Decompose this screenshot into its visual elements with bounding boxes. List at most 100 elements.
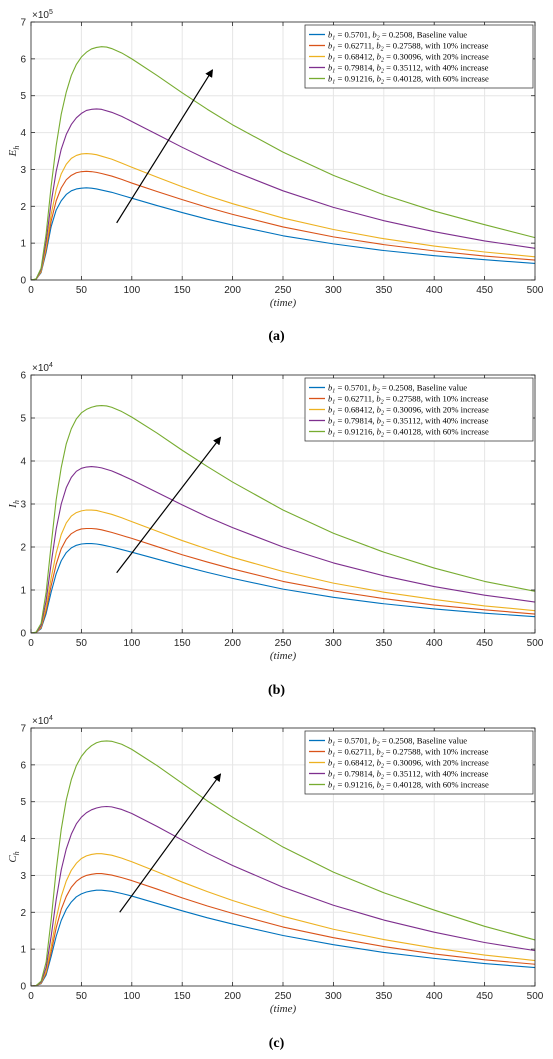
series-line-1 (30, 170, 536, 281)
y-tick-label: 6 (20, 371, 26, 382)
y-axis-label: Eh (7, 146, 21, 158)
x-tick-label: 250 (275, 638, 292, 649)
series-line-1 (30, 527, 536, 634)
legend-entry-0: b1 = 0.5701, b2 = 0.2508, Baseline value (328, 736, 467, 748)
y-axis-label-main: E (7, 149, 19, 157)
increase-arrow (116, 436, 222, 574)
legend-entry-3: b1 = 0.79814, b2 = 0.35112, with 40% inc… (328, 769, 489, 781)
x-axis-label: (time) (270, 1003, 297, 1015)
y-exponent-power: 4 (49, 362, 53, 369)
y-axis-label: Ih (7, 500, 21, 509)
x-tick-label: 350 (375, 991, 392, 1002)
x-tick-label: 150 (174, 285, 191, 296)
y-tick-label: 7 (20, 18, 26, 29)
x-tick-label: 300 (325, 991, 342, 1002)
legend-entry-2: b1 = 0.68412, b2 = 0.30096, with 20% inc… (328, 52, 489, 64)
x-tick-label: 150 (174, 991, 191, 1002)
increase-arrow (119, 773, 222, 913)
legend-entry-3: b1 = 0.79814, b2 = 0.35112, with 40% inc… (328, 63, 489, 75)
legend-entry-2: b1 = 0.68412, b2 = 0.30096, with 20% inc… (328, 758, 489, 770)
legend: b1 = 0.5701, b2 = 0.2508, Baseline value… (304, 24, 534, 89)
y-axis-label: Ch (7, 851, 21, 862)
series-line-0 (30, 187, 536, 281)
series-line-0 (30, 543, 536, 634)
x-tick-label: 450 (476, 285, 493, 296)
x-tick-label: 500 (527, 285, 544, 296)
legend-entry-4: b1 = 0.91216, b2 = 0.40128, with 60% inc… (328, 780, 489, 792)
x-tick-label: 400 (426, 638, 443, 649)
x-tick-label: 350 (375, 638, 392, 649)
series-line-2 (30, 153, 536, 281)
series-line-4 (30, 404, 536, 634)
legend-entry-1: b1 = 0.62711, b2 = 0.27588, with 10% inc… (328, 394, 489, 406)
x-tick-label: 100 (123, 638, 140, 649)
series-line-2 (30, 509, 536, 634)
legend-entry-0: b1 = 0.5701, b2 = 0.2508, Baseline value (328, 383, 467, 395)
x-tick-label: 50 (76, 991, 88, 1002)
series-line-3 (30, 108, 536, 281)
y-exponent-label: ×104 (32, 362, 53, 374)
y-tick-label: 0 (20, 276, 26, 287)
x-tick-label: 250 (275, 285, 292, 296)
y-tick-label: 2 (20, 202, 26, 213)
y-tick-label: 5 (20, 414, 26, 425)
x-tick-label: 500 (527, 991, 544, 1002)
legend-entry-4: b1 = 0.91216, b2 = 0.40128, with 60% inc… (328, 427, 489, 439)
x-tick-label: 200 (224, 991, 241, 1002)
series-line-4 (30, 46, 536, 281)
series-line-3 (30, 466, 536, 634)
y-exponent-label: ×105 (32, 9, 53, 21)
y-tick-label: 5 (20, 797, 26, 808)
legend-entry-2: b1 = 0.68412, b2 = 0.30096, with 20% inc… (328, 405, 489, 417)
caption-c: (c) (268, 1036, 285, 1051)
y-tick-label: 4 (20, 128, 26, 139)
x-tick-label: 350 (375, 285, 392, 296)
x-tick-label: 200 (224, 638, 241, 649)
increase-arrow (116, 69, 213, 224)
x-tick-label: 0 (28, 991, 34, 1002)
x-tick-label: 450 (476, 638, 493, 649)
y-axis-label-main: C (7, 855, 19, 863)
x-tick-label: 0 (28, 285, 34, 296)
x-tick-label: 50 (76, 285, 88, 296)
y-tick-label: 7 (20, 724, 26, 735)
x-tick-label: 300 (325, 285, 342, 296)
x-tick-label: 50 (76, 638, 88, 649)
x-tick-label: 500 (527, 638, 544, 649)
y-tick-label: 2 (20, 543, 26, 554)
y-axis-label-main: I (7, 503, 19, 509)
legend: b1 = 0.5701, b2 = 0.2508, Baseline value… (304, 377, 534, 442)
y-axis-label-sub: h (12, 851, 21, 855)
y-tick-label: 2 (20, 908, 26, 919)
y-exponent-label: ×104 (32, 715, 53, 727)
y-tick-label: 3 (20, 500, 26, 511)
series-line-3 (30, 805, 536, 987)
chart-panel-0: 0 50 100 150 200 250 300 350 400 450 500 0 1 2 3 4 5 6 7 ×1… (7, 9, 544, 309)
y-tick-label: 6 (20, 54, 26, 65)
x-tick-label: 0 (28, 638, 34, 649)
chart-panel-1: 0 50 100 150 200 250 300 350 400 450 500 0 1 2 3 4 5 6 ×10… (7, 362, 544, 662)
y-tick-label: 1 (20, 945, 26, 956)
y-tick-label: 3 (20, 871, 26, 882)
legend: b1 = 0.5701, b2 = 0.2508, Baseline value… (304, 730, 534, 795)
y-tick-label: 5 (20, 91, 26, 102)
x-tick-label: 100 (123, 285, 140, 296)
y-exponent-power: 5 (49, 9, 53, 16)
y-tick-label: 6 (20, 760, 26, 771)
legend-entry-1: b1 = 0.62711, b2 = 0.27588, with 10% inc… (328, 41, 489, 53)
legend-box (304, 377, 534, 442)
x-tick-label: 450 (476, 991, 493, 1002)
y-tick-label: 4 (20, 834, 26, 845)
y-axis-label-sub: h (12, 500, 21, 504)
x-axis-label: (time) (270, 297, 297, 309)
y-tick-label: 3 (20, 165, 26, 176)
x-tick-label: 200 (224, 285, 241, 296)
legend-entry-4: b1 = 0.91216, b2 = 0.40128, with 60% inc… (328, 74, 489, 86)
y-exponent-base: ×10 (32, 10, 49, 21)
x-tick-label: 250 (275, 991, 292, 1002)
x-tick-label: 100 (123, 991, 140, 1002)
legend-entry-0: b1 = 0.5701, b2 = 0.2508, Baseline value (328, 30, 467, 42)
series-line-2 (30, 853, 536, 987)
y-exponent-base: ×10 (32, 716, 49, 727)
caption-b: (b) (267, 683, 286, 698)
